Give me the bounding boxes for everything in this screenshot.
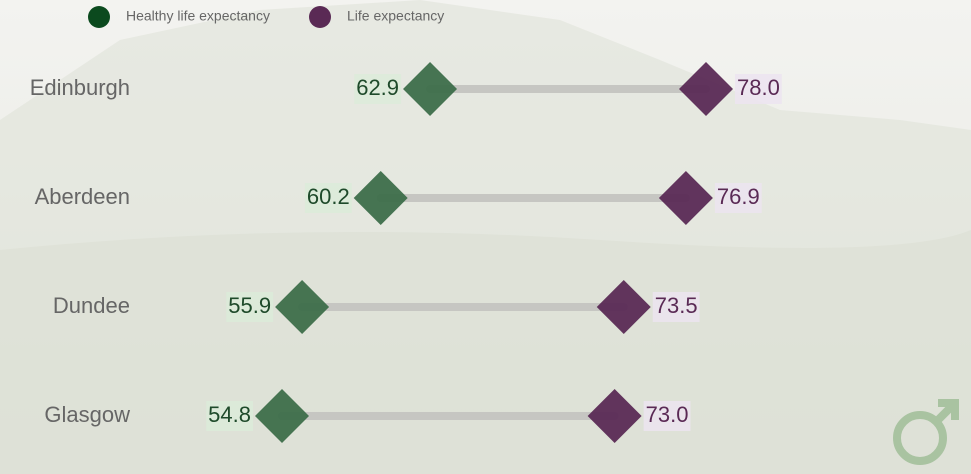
value-label: 78.0 <box>737 75 780 100</box>
category-label: Aberdeen <box>35 184 130 209</box>
legend-marker <box>88 6 110 28</box>
chart: Healthy life expectancy Life expectancy Ed… <box>0 0 971 474</box>
meadow <box>0 230 971 474</box>
legend-label: Healthy life expectancy <box>126 8 270 24</box>
value-label: 54.8 <box>208 402 251 427</box>
legend-label: Life expectancy <box>347 8 444 24</box>
value-label: 76.9 <box>717 184 760 209</box>
value-label: 60.2 <box>307 184 350 209</box>
value-label: 62.9 <box>356 75 399 100</box>
category-label: Edinburgh <box>30 75 130 100</box>
value-label: 55.9 <box>228 293 271 318</box>
legend-marker <box>309 6 331 28</box>
category-label: Glasgow <box>44 402 130 427</box>
value-label: 73.0 <box>646 402 689 427</box>
category-label: Dundee <box>53 293 130 318</box>
value-label: 73.5 <box>655 293 698 318</box>
